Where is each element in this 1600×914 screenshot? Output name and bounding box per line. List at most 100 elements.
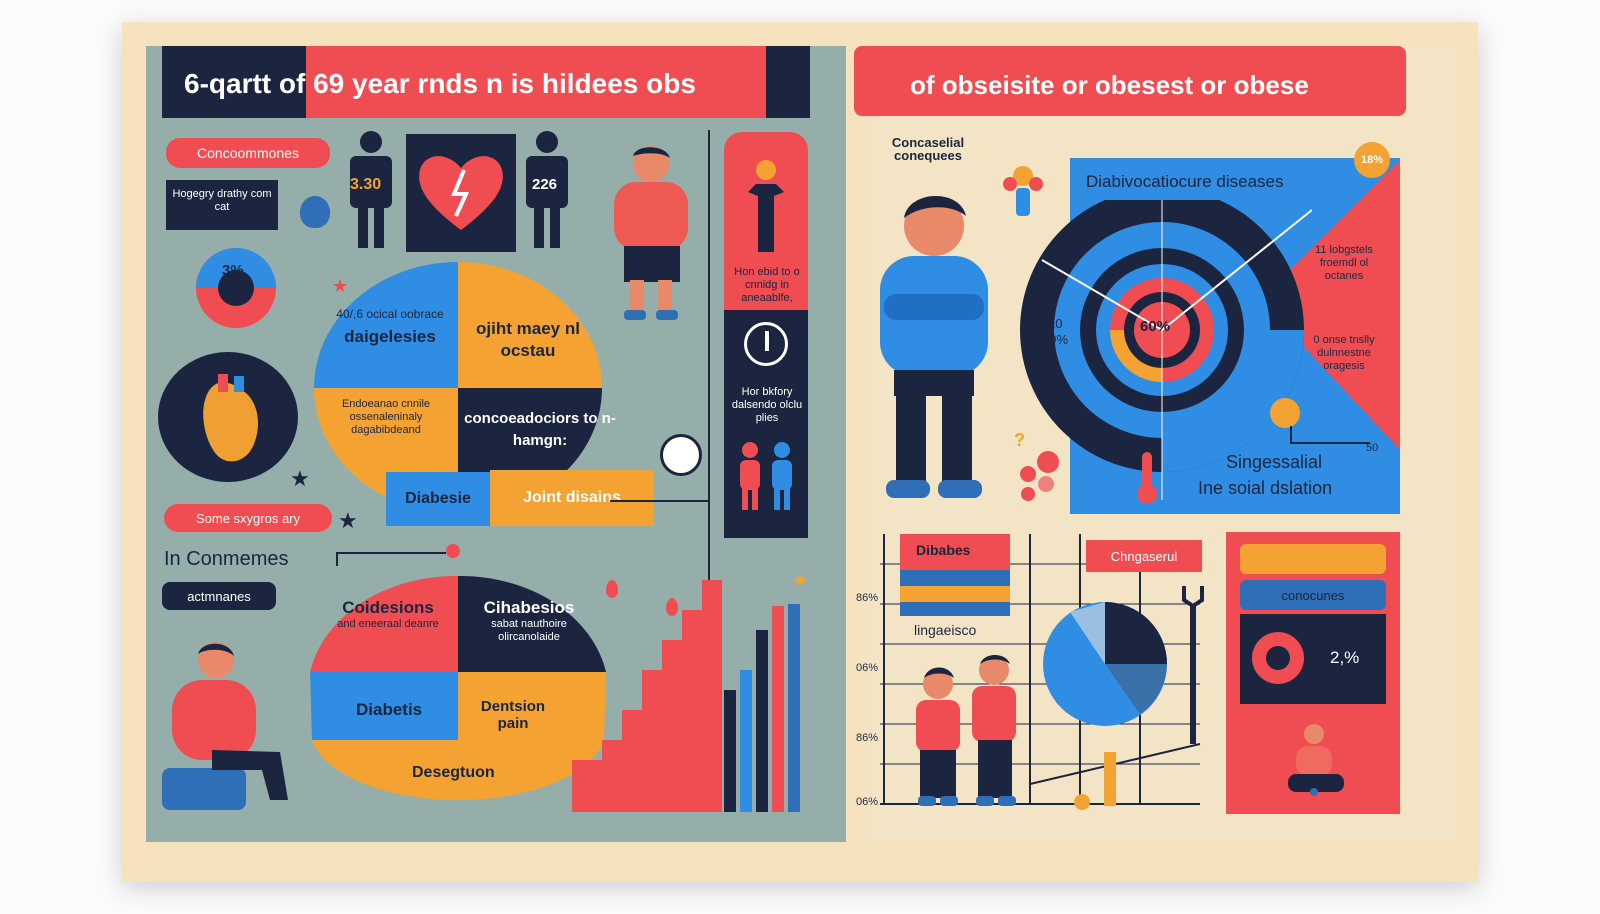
pie1-q1-small: 40/,6 ocical oobrace [336,307,444,321]
tag-actmnanes: actmnanes [162,582,276,610]
left-title: 6-qartt of 69 year rnds n is hildees obs [184,68,696,99]
orange-node [1270,398,1300,428]
pie1-q4: concoeadociors to n-hamgn: [464,408,616,452]
pie2-q4: Dentsion pain [480,698,546,732]
orange-bar-small [1104,752,1116,806]
wrench-icon [1180,586,1206,754]
connector-elbow [1290,426,1370,444]
tab-joint-disains: Joint disains [490,470,654,526]
pie1-q1-big: daigelesies [344,327,436,346]
left-title-right-block [766,46,810,118]
pie2-q1-small: and eneeraal deanre [337,618,439,630]
bar-red-top [900,534,1010,570]
boy-crossed-arms-icon [874,184,994,504]
bar-label-2: Chngaserul [1086,540,1202,572]
pie1-q2-text: ojiht maey nl ocstau [476,319,580,360]
question-bubbles-icon: ? [1014,430,1070,506]
y-tick-4: 06% [856,796,879,808]
left-pct-top: 10 [1048,316,1063,331]
stat-b: 226 [532,176,558,193]
connector-line-horizontal [610,500,710,502]
bar-blue-2 [900,602,1010,616]
section-bracket [336,552,446,566]
star-icon: ★ [332,276,349,296]
drop-icon [606,580,618,598]
apple-icon [300,196,330,228]
bar-orange [900,586,1010,602]
star-icon: ★ [290,466,310,491]
bar-label-1: Dibabes [916,542,971,558]
blue-bottom-1: Singessalial [1226,452,1323,472]
tab-diabetes: Diabesie [386,472,490,526]
staircase-bar-chart [572,560,808,812]
two-kids-icon [910,654,1028,810]
right-title: of obseisite or obesest or obese [910,70,1309,100]
child-figure-icon [608,144,694,322]
thermometer-icon [1136,452,1158,508]
pie1-q3-text: Endoeanao cnnile ossenaleninaly dagabibd… [341,398,431,436]
tile-orange-strip [1240,544,1386,574]
hogegry-text: Hogegry drathy com cat [172,188,272,213]
drop-icon [666,598,678,616]
pie2-q2-small: sabat nauthoire olircanolaide [491,618,567,643]
woman-figure-icon [740,156,792,252]
svg-text:?: ? [1014,430,1025,450]
y-tick-3: 86% [856,732,879,744]
pie2-q1: Coidesions and eneeraal deanre [320,598,456,631]
tile-donut [1250,630,1306,686]
bottom-50: 50 [1366,442,1379,454]
pie1-q4-text: concoeadociors to n-hamgn: [464,410,616,449]
left-pct: 39% [1042,332,1069,347]
consequences-pie-chart [314,262,630,520]
pie2-bottom: Desegtuon [412,764,495,781]
alert-icon [744,322,788,366]
pie2-q2-big: Cihabesios [483,598,575,617]
right-title-bar [854,46,1406,116]
donut-chart-3pct [190,246,282,330]
tile-pct: 2,% [1330,648,1360,667]
some-symptoms-pill: Some sxygros ary [164,504,332,532]
left-title-red-block [306,46,766,118]
pie2-q1-big: Coidesions [342,598,434,617]
connector-line-vertical [708,130,710,690]
red-wedge-text-2: 0 onse tnslly dulnnestne oragesis [1313,334,1375,372]
red-wedge-text-1: 11 lobgstels froemdl ol octanes [1315,244,1373,282]
pie1-q2: ojiht maey nl ocstau [470,318,586,362]
section-dot [446,544,460,558]
pie2-q2: Cihabesios sabat nauthoire olircanolaide [460,598,598,644]
side-text-1: Hon ebid to o cnnidg in aneaablfe, [734,266,800,304]
connector-node [660,434,702,476]
radial-title: Diabivocatiocure diseases [1086,172,1284,191]
star-icon: ★ [792,570,809,590]
blue-bottom-2: Ine soial dslation [1198,478,1333,498]
consequences-pill: Concoommones [166,138,330,168]
stat-a: 3.30 [350,176,382,193]
tile-label: conocunes [1240,580,1386,610]
sad-child-icon [1284,720,1348,800]
anatomical-heart-icon [196,374,262,466]
conditions-pie-chart [310,575,606,812]
grid-pie-chart [1040,596,1170,732]
small-figure-icon [1000,162,1046,218]
person-silhouette-left [348,130,394,248]
bar-label-3: lingaeisco [914,622,977,638]
pie1-q3: Endoeanao cnnile ossenaleninaly dagabibd… [318,398,454,437]
side-text-2: Hor bkfory dalsendo olclu plies [731,386,803,424]
broken-heart-icon [416,150,506,234]
pie2-q3: Diabetis [356,700,423,719]
star-icon: ★ [338,508,358,533]
person-silhouette-right [524,130,570,248]
y-tick-1: 86% [856,592,879,604]
sitting-child-icon [162,640,298,810]
radial-red-wedge [1260,160,1400,460]
y-tick-2: 06% [856,662,879,674]
bar-blue [900,570,1010,586]
orange-dot [1074,794,1090,810]
in-conmemes-heading: In Conmemes [164,548,289,570]
hogegry-box [166,180,278,230]
center-pct: 60% [1140,318,1171,335]
radial-rings-chart [1012,188,1313,500]
concaselial-label: Concaselial conequees [891,135,965,163]
couple-icon [730,440,802,512]
